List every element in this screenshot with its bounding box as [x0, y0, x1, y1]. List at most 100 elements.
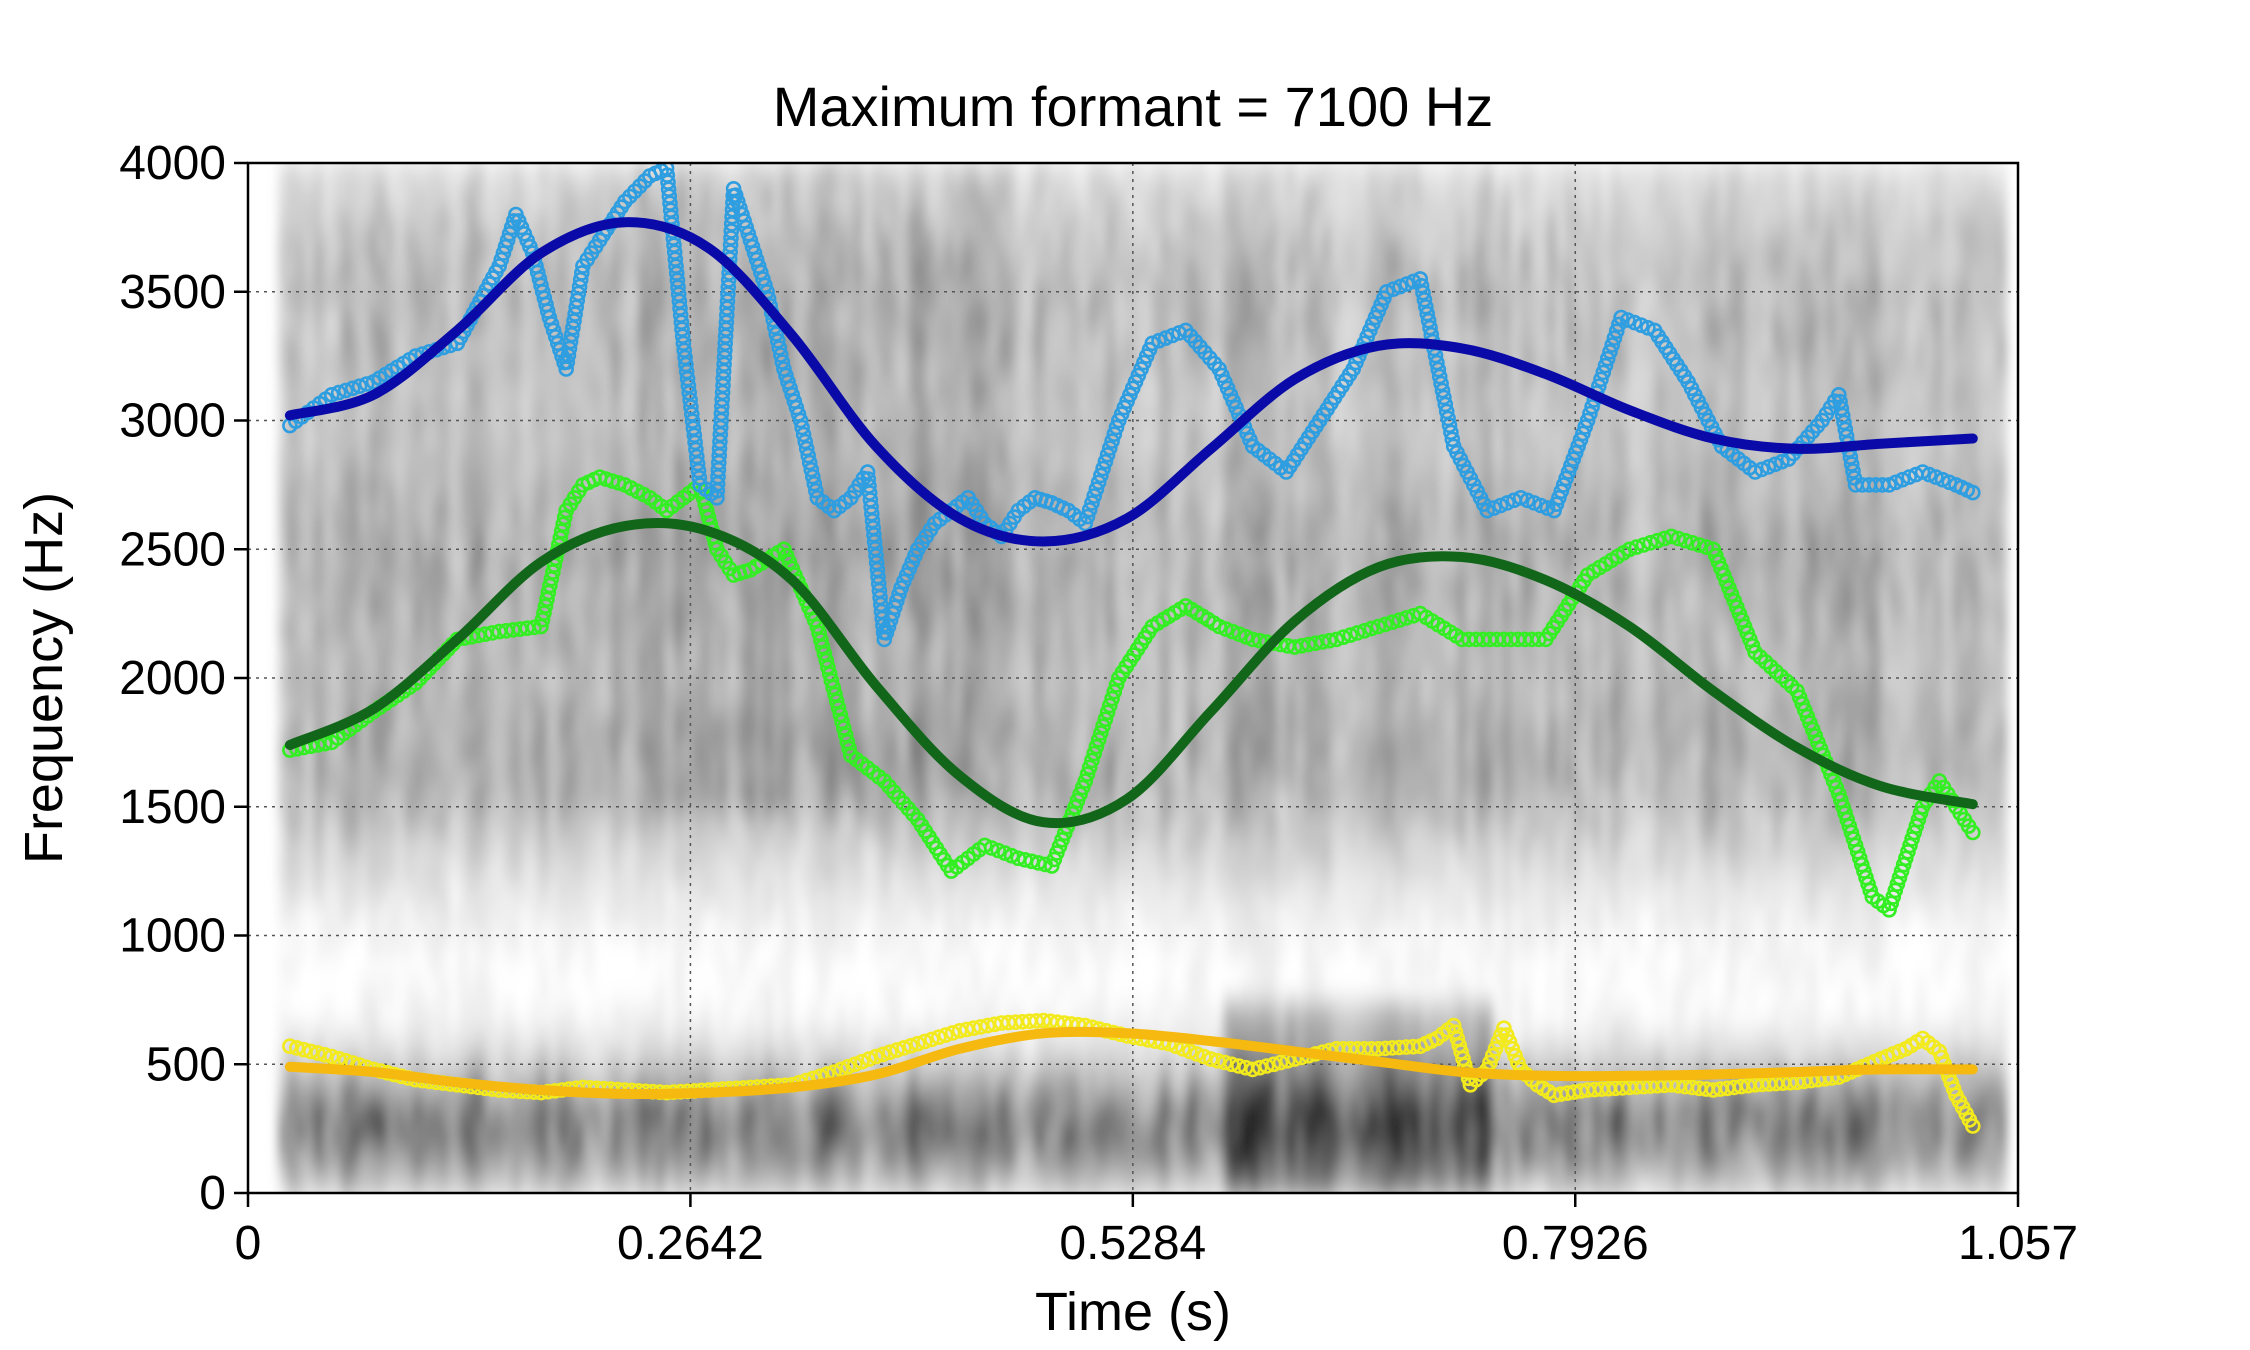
formant-point	[827, 686, 843, 703]
formant-point	[1217, 1054, 1233, 1071]
formant-point	[470, 627, 487, 644]
formant-point	[1244, 631, 1261, 648]
formant-point	[811, 625, 827, 642]
formant-point	[944, 1025, 961, 1041]
formant-point	[1106, 426, 1123, 443]
formant-point	[798, 440, 815, 457]
formant-point	[1244, 1061, 1261, 1078]
formant-point	[1597, 357, 1614, 374]
formant-point	[769, 333, 786, 349]
y-axis-label: Frequency (Hz)	[14, 492, 74, 864]
series-layer	[282, 163, 1981, 1134]
formant-point	[1251, 632, 1268, 649]
formant-point	[1370, 618, 1387, 635]
y-tick-label: 1000	[119, 910, 226, 963]
formant-point	[937, 1027, 954, 1043]
formant-point	[1088, 738, 1105, 755]
formant-point	[828, 693, 845, 709]
formant-point	[823, 672, 840, 689]
formant-point	[1684, 534, 1701, 551]
formant-point	[1224, 1056, 1240, 1073]
formant-point	[323, 1048, 340, 1065]
formant-point	[797, 433, 814, 450]
formant-point	[323, 386, 340, 403]
y-tick-label: 3500	[119, 266, 226, 319]
formant-point	[1300, 636, 1317, 653]
formant-point	[1104, 690, 1120, 707]
formant-point	[768, 326, 785, 342]
formant-point	[1413, 277, 1430, 294]
formant-point	[1604, 337, 1620, 353]
formant-point	[1433, 375, 1449, 392]
formant-point	[1441, 417, 1458, 434]
formant-point	[1670, 530, 1687, 547]
formant-track-line	[284, 1026, 1978, 1100]
formant-point	[1095, 460, 1111, 477]
formant-point	[1901, 469, 1917, 485]
formant-point	[681, 384, 698, 401]
formant-point	[814, 638, 831, 655]
formant-point	[854, 1053, 870, 1070]
formant-point	[1265, 1056, 1282, 1073]
formant-point	[1862, 882, 1878, 899]
formant-point	[1286, 639, 1303, 655]
x-tick-label: 0.7926	[1502, 1217, 1649, 1270]
formant-point	[923, 1031, 940, 1048]
y-tick-label: 4000	[119, 137, 226, 190]
formant-point	[1335, 629, 1352, 646]
formant-point	[1321, 632, 1338, 649]
formant-point	[526, 619, 542, 636]
formant-point	[1418, 298, 1434, 315]
formant-point	[1405, 273, 1422, 290]
formant-point	[1097, 711, 1114, 728]
formant-point	[972, 1019, 989, 1035]
formant-point	[983, 840, 1000, 856]
formant-point	[839, 733, 856, 750]
formant-point	[1391, 612, 1408, 628]
formant-point	[295, 1041, 312, 1058]
formant-point	[1251, 1059, 1268, 1076]
formant-point	[1077, 773, 1094, 789]
formant-point	[1258, 1058, 1275, 1074]
formant-point	[684, 413, 701, 429]
formant-point	[909, 1035, 926, 1052]
formant-point	[330, 384, 347, 401]
formant-point	[1834, 407, 1851, 424]
series-f2-smooth	[284, 518, 1978, 829]
formant-point	[1182, 1043, 1198, 1060]
formant-point	[1510, 1054, 1526, 1071]
formant-point	[757, 277, 773, 294]
x-tick-label: 1.057	[1958, 1217, 2078, 1270]
formant-point	[1090, 731, 1107, 748]
formant-point	[1108, 419, 1125, 436]
formant-point	[1102, 697, 1118, 714]
formant-point	[1099, 446, 1116, 463]
formant-track-line	[284, 518, 1978, 829]
formant-point	[1210, 1053, 1226, 1069]
formant-point	[1582, 405, 1598, 422]
spectrogram-background	[278, 163, 2008, 1193]
formant-point	[1086, 745, 1102, 762]
formant-point	[1084, 752, 1100, 769]
formant-point	[351, 378, 368, 395]
formant-point	[837, 727, 854, 743]
formant-point	[1422, 319, 1438, 336]
formant-point	[1438, 403, 1455, 420]
formant-point	[1086, 488, 1102, 504]
formant-point	[1436, 389, 1452, 406]
formant-point	[1606, 330, 1623, 346]
formant-point	[676, 342, 693, 359]
x-axis-label: Time (s)	[1035, 1282, 1231, 1342]
formant-point	[818, 652, 835, 669]
formant-point	[686, 427, 703, 444]
formant-point	[1342, 627, 1359, 643]
formant-point	[687, 434, 703, 451]
formant-point	[875, 1046, 891, 1063]
formant-point	[1416, 291, 1433, 308]
formant-point	[1412, 271, 1428, 287]
formant-point	[806, 475, 823, 492]
formant-point	[1095, 718, 1111, 734]
y-tick-label: 2000	[119, 652, 226, 705]
formant-point	[1328, 631, 1345, 648]
